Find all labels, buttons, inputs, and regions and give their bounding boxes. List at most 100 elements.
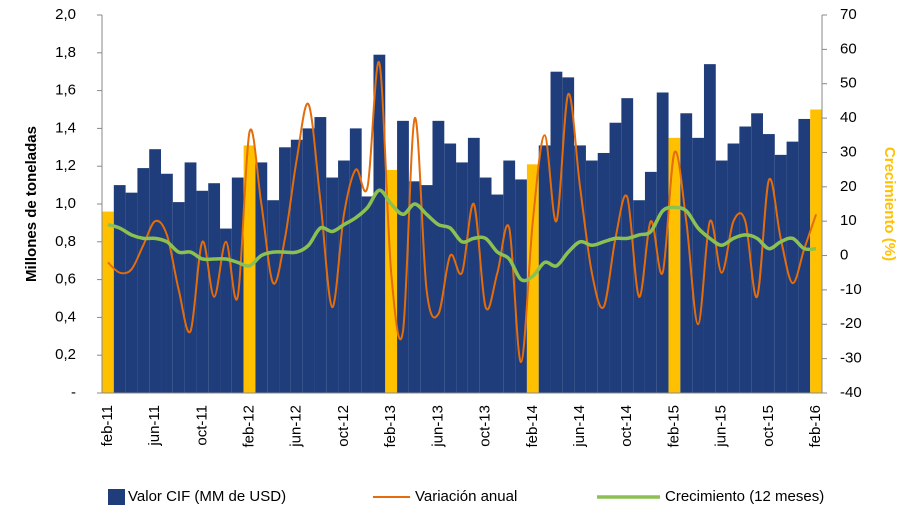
x-tick-label: jun-11 xyxy=(146,405,163,447)
bar xyxy=(137,168,150,393)
bar xyxy=(703,64,716,393)
y2-tick-label: -20 xyxy=(840,315,862,332)
bar xyxy=(444,143,457,393)
bar xyxy=(574,145,586,393)
bar xyxy=(668,137,681,393)
x-tick-label: feb-11 xyxy=(99,405,116,446)
bar xyxy=(196,190,209,393)
y2-tick-label: 30 xyxy=(840,143,857,160)
bar xyxy=(255,162,268,393)
y2-tick-label: 10 xyxy=(840,212,857,229)
bar xyxy=(302,128,315,393)
bar xyxy=(644,171,657,393)
bar xyxy=(220,228,232,393)
x-tick-label: oct-12 xyxy=(335,405,352,447)
x-tick-label: feb-12 xyxy=(241,405,258,448)
bar xyxy=(349,128,362,393)
bar xyxy=(562,77,575,394)
bar xyxy=(786,141,799,393)
bar xyxy=(125,192,138,393)
y2-tick-label: 40 xyxy=(840,109,857,126)
bar xyxy=(491,194,504,393)
y-tick-label: 2,0 xyxy=(55,6,76,23)
y-tick-label: 1,8 xyxy=(55,44,76,61)
bar xyxy=(149,149,162,393)
y-tick-label: 1,2 xyxy=(55,157,76,174)
bar xyxy=(503,160,516,393)
x-tick-label: jun-15 xyxy=(713,405,730,448)
y-tick-label: 0,4 xyxy=(55,308,76,325)
bar xyxy=(397,120,409,393)
bar xyxy=(408,181,421,393)
bar xyxy=(727,143,740,393)
bar xyxy=(172,202,185,393)
x-tick-label: feb-16 xyxy=(807,405,824,448)
y2-axis-label: Crecimiento (%) xyxy=(881,147,898,261)
line-series xyxy=(107,188,817,283)
x-tick-label: oct-14 xyxy=(618,405,635,447)
bar xyxy=(774,154,787,393)
y2-tick-label: 20 xyxy=(840,178,857,195)
bar xyxy=(314,117,327,393)
y-tick-label: - xyxy=(71,384,76,401)
y2-tick-label: 0 xyxy=(840,247,848,264)
y2-tick-label: -30 xyxy=(840,350,862,367)
bar xyxy=(373,54,386,393)
bar xyxy=(267,200,280,393)
bar xyxy=(798,118,811,393)
x-tick-label: feb-13 xyxy=(382,405,399,448)
y-tick-label: 0,6 xyxy=(55,271,76,288)
y-tick-label: 0,8 xyxy=(55,233,76,250)
bar xyxy=(161,173,173,393)
bar xyxy=(456,162,468,393)
bar xyxy=(279,147,291,393)
bar xyxy=(739,126,752,393)
y2-tick-label: 50 xyxy=(840,75,857,92)
legend-label: Valor CIF (MM de USD) xyxy=(128,488,286,505)
x-tick-label: jun-14 xyxy=(571,405,588,448)
bar xyxy=(692,137,704,393)
line-series xyxy=(107,61,818,364)
bar xyxy=(184,162,197,393)
bar xyxy=(538,145,551,393)
bar xyxy=(243,145,256,393)
bar xyxy=(338,160,350,393)
x-tick-label: feb-15 xyxy=(665,405,682,448)
bar xyxy=(751,113,763,393)
x-tick-label: jun-13 xyxy=(429,405,446,448)
y2-tick-label: -10 xyxy=(840,281,862,298)
bar xyxy=(326,177,339,393)
bar xyxy=(113,185,126,393)
bar xyxy=(526,164,539,393)
bar xyxy=(479,177,492,393)
bar xyxy=(208,183,221,393)
bar xyxy=(515,179,527,393)
y-tick-label: 1,4 xyxy=(55,119,76,136)
y2-tick-label: 70 xyxy=(840,6,857,23)
bar xyxy=(715,160,728,393)
x-tick-label: oct-11 xyxy=(193,405,210,446)
bar xyxy=(231,177,244,393)
y-tick-label: 0,2 xyxy=(55,346,76,363)
bar xyxy=(432,120,445,393)
y2-tick-label: -40 xyxy=(840,384,862,401)
x-tick-label: feb-14 xyxy=(524,405,541,448)
bar xyxy=(597,152,610,393)
y2-tick-label: 60 xyxy=(840,40,857,57)
bar xyxy=(762,134,775,393)
y-tick-label: 1,6 xyxy=(55,82,76,99)
bar xyxy=(361,196,374,393)
y-tick-label: 1,0 xyxy=(55,195,76,212)
bar xyxy=(467,137,480,393)
x-tick-label: oct-13 xyxy=(477,405,494,447)
x-tick-label: jun-12 xyxy=(288,405,305,448)
bar xyxy=(656,92,669,394)
bar xyxy=(609,122,622,393)
y-axis-label: Millones de toneladas xyxy=(23,126,40,282)
bar xyxy=(550,71,563,393)
bar xyxy=(102,211,114,393)
x-tick-label: oct-15 xyxy=(760,405,777,447)
bar xyxy=(290,139,303,393)
legend-swatch xyxy=(108,489,125,505)
